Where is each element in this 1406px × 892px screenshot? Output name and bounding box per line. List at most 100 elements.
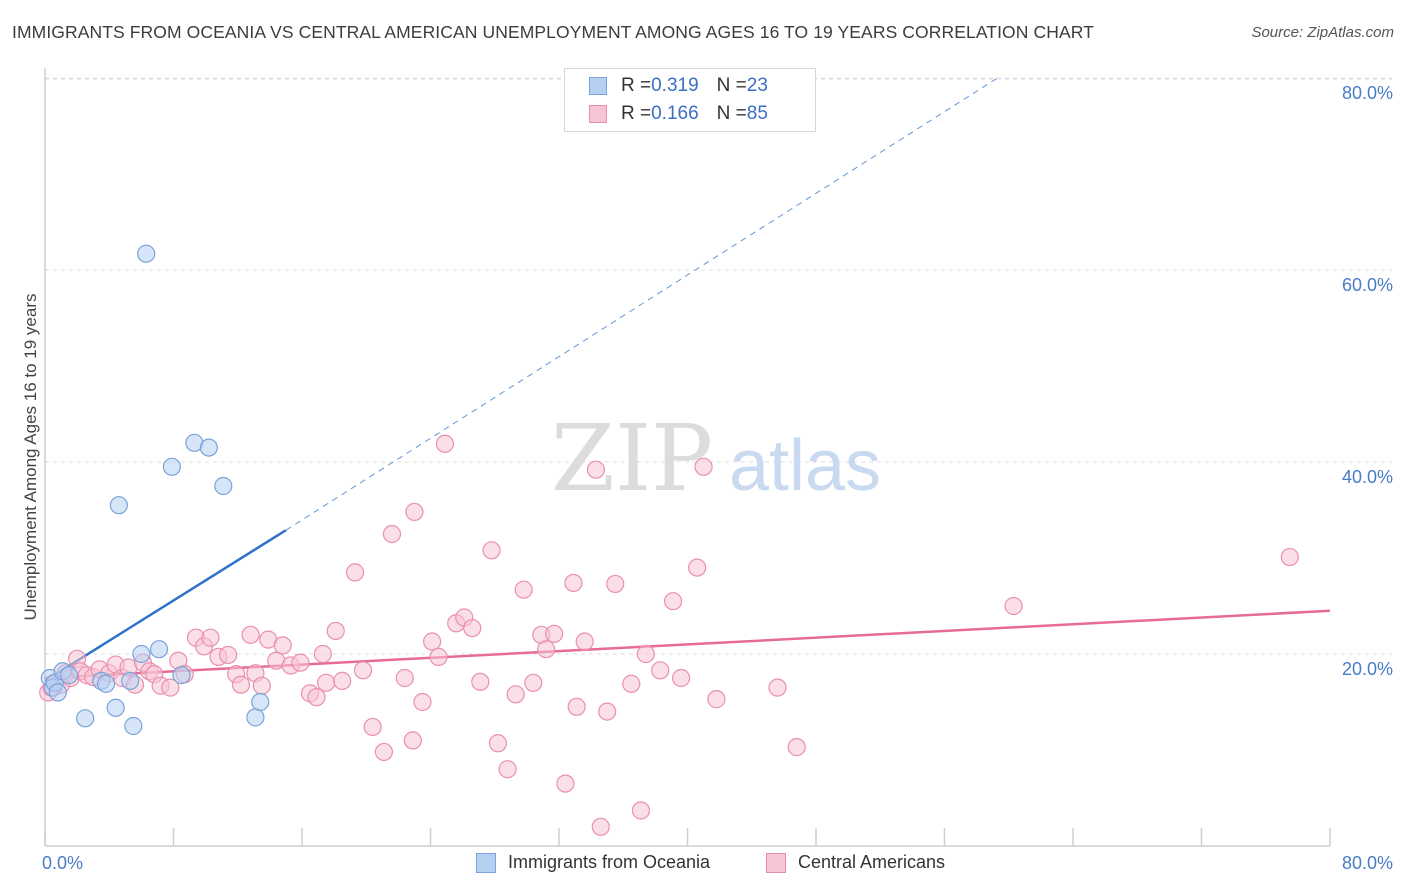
- central-point: [622, 674, 641, 693]
- central-point: [395, 668, 414, 688]
- central-point: [482, 541, 501, 560]
- central-point: [382, 524, 402, 544]
- oceania-point: [246, 708, 265, 727]
- central-point: [591, 817, 610, 836]
- central-point: [707, 690, 726, 709]
- central-point: [1280, 547, 1299, 567]
- central-point: [514, 580, 533, 599]
- central-point: [488, 734, 508, 753]
- central-point: [606, 574, 625, 594]
- central-point: [556, 774, 575, 793]
- oceania-point: [162, 457, 181, 476]
- oceania-point: [76, 709, 95, 728]
- tick-labels: 20.0% 40.0% 60.0% 80.0% 0.0% 80.0%: [42, 83, 1393, 873]
- legend-item-oceania[interactable]: Immigrants from Oceania: [476, 852, 710, 873]
- central-swatch: [589, 105, 607, 123]
- central-point: [316, 673, 336, 692]
- watermark-atlas: atlas: [729, 426, 881, 506]
- oceania-point: [48, 683, 67, 702]
- oceania-point: [251, 692, 270, 712]
- x-tick-label: 80.0%: [1342, 853, 1393, 873]
- central-point: [506, 685, 525, 704]
- oceania-point: [132, 644, 151, 664]
- oceania-point: [172, 666, 191, 685]
- legend-n-label: N =: [716, 103, 747, 124]
- watermark: ZIP atlas: [551, 405, 881, 512]
- central-point: [435, 434, 455, 453]
- central-point: [688, 558, 707, 577]
- source-label: Source: ZipAtlas.com: [1251, 24, 1394, 41]
- central-point: [313, 644, 332, 664]
- central-point: [545, 624, 564, 643]
- central-point: [291, 653, 310, 672]
- central-point: [463, 618, 482, 638]
- central-point: [787, 738, 806, 757]
- central-point: [333, 671, 352, 690]
- central-point: [345, 563, 365, 582]
- data-points: [39, 244, 1299, 836]
- oceania-trend-extension: [285, 77, 998, 531]
- trend-lines: [44, 77, 1331, 682]
- central-point: [586, 460, 606, 479]
- oceania-point: [137, 244, 156, 263]
- central-point: [524, 673, 543, 692]
- central-point: [413, 692, 432, 712]
- central-point: [651, 661, 670, 680]
- central-legend-swatch: [766, 852, 786, 873]
- central-point: [1004, 596, 1023, 616]
- central-point: [636, 644, 655, 664]
- y-tick-label: 20.0%: [1342, 659, 1393, 679]
- legend-r-value: 0.166: [651, 103, 699, 124]
- oceania-point: [109, 496, 128, 515]
- central-point: [598, 702, 617, 721]
- y-tick-label: 80.0%: [1342, 83, 1393, 103]
- central-point: [405, 502, 424, 522]
- central-point: [631, 801, 651, 820]
- central-point: [671, 668, 691, 688]
- central-point: [564, 573, 583, 593]
- legend-n-value: 85: [746, 103, 768, 124]
- watermark-zip: ZIP: [551, 405, 713, 512]
- central-point: [273, 636, 292, 655]
- oceania-point: [124, 716, 143, 736]
- oceania-point: [121, 671, 140, 690]
- legend-row-central: R = 0.166 N = 85: [589, 101, 768, 127]
- oceania-point: [106, 698, 125, 717]
- central-point: [471, 672, 490, 691]
- central-point: [374, 742, 394, 762]
- gridlines: [45, 77, 1392, 655]
- central-point: [326, 621, 345, 641]
- central-point: [241, 625, 260, 644]
- legend-r-label: R =: [621, 103, 652, 124]
- central-point: [567, 697, 586, 716]
- legend-item-central[interactable]: Central Americans: [766, 852, 945, 873]
- legend-r-value: 0.319: [651, 75, 699, 96]
- central-point: [252, 676, 271, 695]
- correlation-legend: R = 0.319 N = 23 R = 0.166 N = 85: [564, 68, 816, 132]
- central-point: [429, 647, 448, 666]
- central-point: [363, 717, 382, 737]
- oceania-legend-swatch: [476, 852, 496, 873]
- legend-item-label: Immigrants from Oceania: [508, 852, 711, 872]
- axes: [44, 68, 1331, 847]
- x-tick-label: 0.0%: [42, 853, 83, 873]
- central-point: [161, 678, 180, 697]
- central-point: [537, 640, 556, 659]
- central-point: [403, 731, 422, 750]
- legend-n-label: N =: [716, 75, 747, 96]
- central-point: [219, 645, 238, 665]
- central-point: [201, 628, 220, 647]
- oceania-point: [59, 666, 79, 685]
- chart-title: IMMIGRANTS FROM OCEANIA VS CENTRAL AMERI…: [12, 22, 1094, 42]
- legend-r-label: R =: [621, 75, 652, 96]
- legend-item-label: Central Americans: [798, 852, 946, 872]
- oceania-point: [199, 438, 218, 457]
- y-tick-label: 40.0%: [1342, 467, 1393, 487]
- central-point: [231, 675, 251, 694]
- legend-n-value: 23: [746, 75, 768, 96]
- central-point: [423, 632, 442, 651]
- central-point: [663, 592, 683, 611]
- central-point: [694, 457, 713, 476]
- oceania-point: [214, 476, 233, 496]
